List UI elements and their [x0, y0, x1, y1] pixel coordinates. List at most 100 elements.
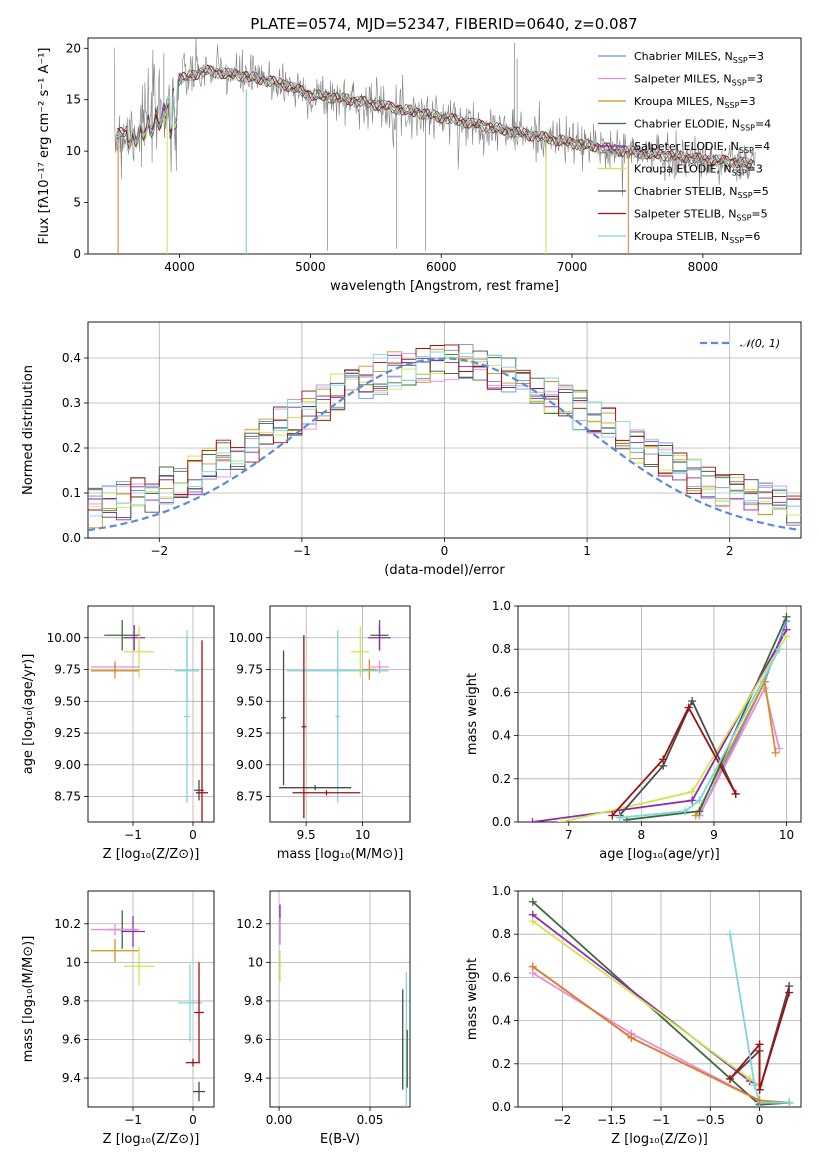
y-tick-label: 9.6: [244, 1033, 263, 1047]
legend-label-main: Chabrier MILES, N: [634, 50, 733, 63]
legend-label-main: Chabrier STELIB, N: [634, 185, 738, 198]
x-axis-label: mass [log₁₀(M/M⊙)]: [277, 847, 404, 862]
y-axis-label: age [log₁₀(age/yr)]: [21, 654, 36, 775]
y-tick-label: 0.2: [492, 772, 511, 786]
x-tick-label: 4000: [164, 260, 195, 274]
y-tick-label: 10.00: [47, 631, 81, 645]
residual-histogram: [88, 350, 801, 518]
y-tick-label: 10: [248, 955, 263, 969]
legend-label: Salpeter MILES, NSSP=3: [634, 73, 763, 88]
age-vs-mass-panel: 9.5 10 8.75 9.00 9.25 9.50 9.75 10.00 mass [log₁…: [229, 605, 411, 862]
y-tick-label: 9.8: [62, 994, 81, 1008]
y-tick-label: 10.2: [54, 917, 81, 931]
weight-vs-metallicity-panel: −2 −1.5 −1 −0.5 0 0.0 0.2 0.4 0.6 0.8 1.0 Z [log₁₀(…: [465, 884, 802, 1147]
plot-frame: [517, 890, 802, 1108]
legend-label-main: Kroupa MILES, N: [634, 95, 724, 108]
model-spectrum-line: [116, 64, 755, 169]
model-spectrum-line: [116, 67, 755, 171]
weight-series-line: [626, 616, 788, 821]
y-tick-label: 0.3: [62, 396, 81, 410]
x-axis-label: Z [log₁₀(Z/Z⊙)]: [103, 1132, 200, 1147]
legend-label-main: Kroupa ELODIE, N: [634, 163, 732, 176]
x-tick-label: 10: [355, 828, 370, 842]
normal-curve: [88, 357, 801, 532]
legend-label-eq: =5: [751, 208, 767, 221]
y-tick-label: 0.2: [492, 1057, 511, 1071]
plot-frame: [87, 890, 215, 1108]
legend-label: Kroupa STELIB, NSSP=6: [634, 230, 760, 245]
mass-vs-ebv-panel: 0.00 0.05 9.4 9.6 9.8 10 10.2 E(B-V): [236, 890, 411, 1147]
x-tick-label: −1: [124, 1113, 142, 1127]
weight-series-line: [729, 992, 791, 1090]
x-axis-label: E(B-V): [320, 1132, 360, 1147]
y-tick-label: 9.4: [244, 1071, 263, 1085]
legend-label-sub: SSP: [733, 56, 748, 65]
legend-label-main: Salpeter MILES, N: [634, 73, 732, 86]
legend-label: Kroupa MILES, NSSP=3: [634, 95, 756, 110]
weight-series-line: [618, 698, 737, 817]
y-tick-label: 0.2: [62, 441, 81, 455]
spectrum-title: PLATE=0574, MJD=52347, FIBERID=0640, z=0…: [250, 15, 637, 33]
model-spectrum-line: [116, 65, 755, 169]
x-tick-label: 0.05: [357, 1113, 384, 1127]
x-tick-label: 9.5: [297, 828, 316, 842]
x-axis-label: age [log₁₀(age/yr)]: [599, 847, 720, 862]
y-tick-label: 0.6: [492, 970, 511, 984]
plot-frame: [87, 37, 802, 255]
legend-label-eq: =3: [739, 95, 755, 108]
legend-label-sub: SSP: [739, 146, 754, 155]
x-tick-label: 0: [189, 828, 197, 842]
legend-label-main: Salpeter STELIB, N: [634, 208, 736, 221]
x-tick-label: 8000: [688, 260, 719, 274]
x-tick-label: 0: [441, 544, 449, 558]
x-axis-label: wavelength [Angstrom, rest frame]: [330, 279, 559, 294]
model-spectrum-line: [116, 64, 755, 169]
plot-frame: [269, 605, 411, 823]
mass_vs_ebv-errorbars: [279, 904, 408, 1107]
y-tick-label: 0.8: [492, 642, 511, 656]
y-tick-label: 0: [73, 247, 81, 261]
weight-series-line: [611, 705, 737, 817]
y-tick-label: 9.6: [62, 1033, 81, 1047]
y-tick-label: 5: [73, 196, 81, 210]
legend-label-main: Salpeter ELODIE, N: [634, 140, 739, 153]
weight-series-line: [532, 914, 760, 1087]
x-tick-label: −1.5: [597, 1113, 626, 1127]
x-tick-label: −0.5: [696, 1113, 725, 1127]
y-axis-label: Flux [fλ10⁻¹⁷ erg cm⁻² s⁻¹ A⁻¹]: [37, 48, 52, 245]
x-tick-label: −2: [554, 1113, 572, 1127]
y-tick-label: 0.4: [62, 351, 81, 365]
x-tick-label: 7: [565, 828, 573, 842]
x-tick-label: 0.00: [266, 1113, 293, 1127]
y-tick-label: 0.0: [492, 815, 511, 829]
x-tick-label: 9: [710, 828, 718, 842]
y-tick-label: 0.8: [492, 927, 511, 941]
x-tick-label: −1: [124, 828, 142, 842]
y-tick-label: 10.2: [236, 917, 263, 931]
age_vs_mass-errorbars: [279, 619, 391, 819]
spectrum-panel: PLATE=0574, MJD=52347, FIBERID=0640, z=0…: [37, 15, 802, 294]
legend-label-sub: SSP: [732, 79, 747, 88]
y-tick-label: 9.8: [244, 994, 263, 1008]
legend-label: Chabrier ELODIE, NSSP=4: [634, 118, 771, 133]
x-tick-label: −2: [150, 544, 168, 558]
residual-histogram: [88, 356, 801, 516]
x-tick-label: 6000: [426, 260, 457, 274]
weight-series-line: [698, 685, 781, 816]
legend-label-eq: =4: [754, 140, 770, 153]
weight-series-line: [532, 629, 788, 822]
legend-label-eq: =3: [748, 50, 764, 63]
age-vs-metallicity-panel: −1 0 8.75 9.00 9.25 9.50 9.75 10.00 Z [log₁₀(Z/Z…: [21, 605, 215, 862]
legend-label-eq: =3: [747, 73, 763, 86]
x-tick-label: −1: [293, 544, 311, 558]
y-tick-label: 9.25: [54, 726, 81, 740]
plot-frame: [517, 605, 802, 823]
legend-label-sub: SSP: [736, 214, 751, 223]
legend-label: Salpeter STELIB, NSSP=5: [634, 208, 768, 223]
x-axis-label: Z [log₁₀(Z/Z⊙)]: [611, 1132, 708, 1147]
legend-label-sub: SSP: [738, 191, 753, 200]
y-tick-label: 10: [66, 955, 81, 969]
y-axis-label: mass weight: [465, 958, 480, 1040]
legend-label-sub: SSP: [732, 169, 747, 178]
residual-histogram: [88, 351, 801, 517]
